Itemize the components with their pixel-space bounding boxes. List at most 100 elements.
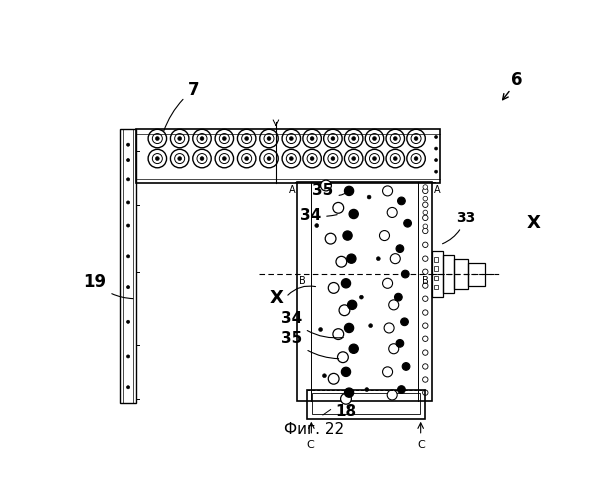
Circle shape	[325, 233, 336, 244]
Circle shape	[345, 186, 354, 196]
Circle shape	[282, 150, 300, 168]
Circle shape	[423, 188, 428, 194]
Circle shape	[365, 388, 368, 392]
Circle shape	[245, 136, 248, 140]
Circle shape	[368, 324, 373, 328]
Text: A: A	[434, 184, 441, 194]
Circle shape	[267, 136, 271, 140]
Bar	[434, 257, 438, 262]
Text: 34: 34	[300, 208, 337, 223]
Text: X: X	[527, 214, 541, 232]
Circle shape	[328, 282, 339, 294]
Circle shape	[423, 364, 428, 369]
Circle shape	[359, 295, 364, 299]
Circle shape	[384, 323, 394, 333]
Circle shape	[152, 134, 162, 143]
Circle shape	[286, 134, 296, 143]
Circle shape	[127, 386, 130, 389]
Circle shape	[414, 156, 418, 160]
Circle shape	[348, 300, 357, 310]
Circle shape	[398, 386, 405, 394]
Circle shape	[423, 210, 428, 215]
Text: C: C	[417, 440, 425, 450]
Circle shape	[382, 186, 392, 196]
Circle shape	[387, 208, 397, 218]
Bar	[453, 258, 468, 290]
Circle shape	[423, 310, 428, 316]
Circle shape	[197, 134, 207, 143]
Bar	[307, 390, 425, 419]
Text: 34: 34	[282, 312, 343, 338]
Circle shape	[324, 150, 342, 168]
Circle shape	[127, 178, 130, 181]
Text: 35: 35	[312, 182, 349, 198]
Circle shape	[333, 202, 344, 213]
Circle shape	[310, 136, 314, 140]
Circle shape	[382, 367, 392, 377]
Circle shape	[394, 136, 397, 140]
Circle shape	[411, 134, 421, 143]
Circle shape	[286, 154, 296, 164]
Circle shape	[423, 242, 428, 248]
Circle shape	[343, 231, 352, 240]
Circle shape	[404, 220, 411, 227]
Circle shape	[435, 170, 438, 173]
Circle shape	[349, 210, 358, 218]
Circle shape	[200, 156, 204, 160]
Circle shape	[423, 196, 428, 201]
Text: A: A	[289, 184, 296, 194]
Text: 18: 18	[335, 404, 357, 418]
Circle shape	[242, 134, 252, 143]
Circle shape	[347, 254, 356, 264]
Circle shape	[423, 283, 428, 288]
Circle shape	[328, 134, 338, 143]
Circle shape	[127, 320, 130, 324]
Circle shape	[127, 158, 130, 162]
Circle shape	[398, 197, 405, 205]
Bar	[468, 262, 485, 285]
Circle shape	[310, 156, 314, 160]
Text: 7: 7	[163, 80, 200, 132]
Circle shape	[148, 130, 166, 148]
Bar	[434, 276, 438, 280]
Bar	[434, 285, 438, 290]
Circle shape	[367, 195, 371, 199]
Circle shape	[390, 134, 400, 143]
Circle shape	[349, 344, 358, 354]
Circle shape	[423, 377, 428, 382]
Circle shape	[242, 154, 252, 164]
Circle shape	[401, 318, 408, 326]
Circle shape	[222, 136, 226, 140]
Circle shape	[259, 130, 278, 148]
Circle shape	[414, 136, 418, 140]
Circle shape	[200, 136, 204, 140]
Circle shape	[333, 328, 344, 340]
Text: X: X	[270, 288, 283, 306]
Circle shape	[259, 150, 278, 168]
Circle shape	[219, 134, 230, 143]
Circle shape	[345, 324, 354, 332]
Circle shape	[148, 150, 166, 168]
Circle shape	[307, 154, 317, 164]
Circle shape	[289, 136, 293, 140]
Circle shape	[328, 374, 339, 384]
Circle shape	[423, 296, 428, 302]
Circle shape	[349, 154, 359, 164]
Circle shape	[222, 156, 226, 160]
Circle shape	[336, 256, 347, 267]
Circle shape	[155, 156, 159, 160]
Circle shape	[376, 256, 380, 260]
Circle shape	[373, 156, 376, 160]
Circle shape	[177, 156, 182, 160]
Circle shape	[435, 136, 438, 138]
Circle shape	[386, 130, 405, 148]
Text: B: B	[299, 276, 306, 286]
Circle shape	[127, 143, 130, 146]
Circle shape	[423, 390, 428, 396]
Circle shape	[174, 134, 185, 143]
Circle shape	[423, 256, 428, 262]
Circle shape	[339, 305, 350, 316]
Circle shape	[127, 201, 130, 204]
Circle shape	[423, 323, 428, 328]
Circle shape	[435, 158, 438, 162]
